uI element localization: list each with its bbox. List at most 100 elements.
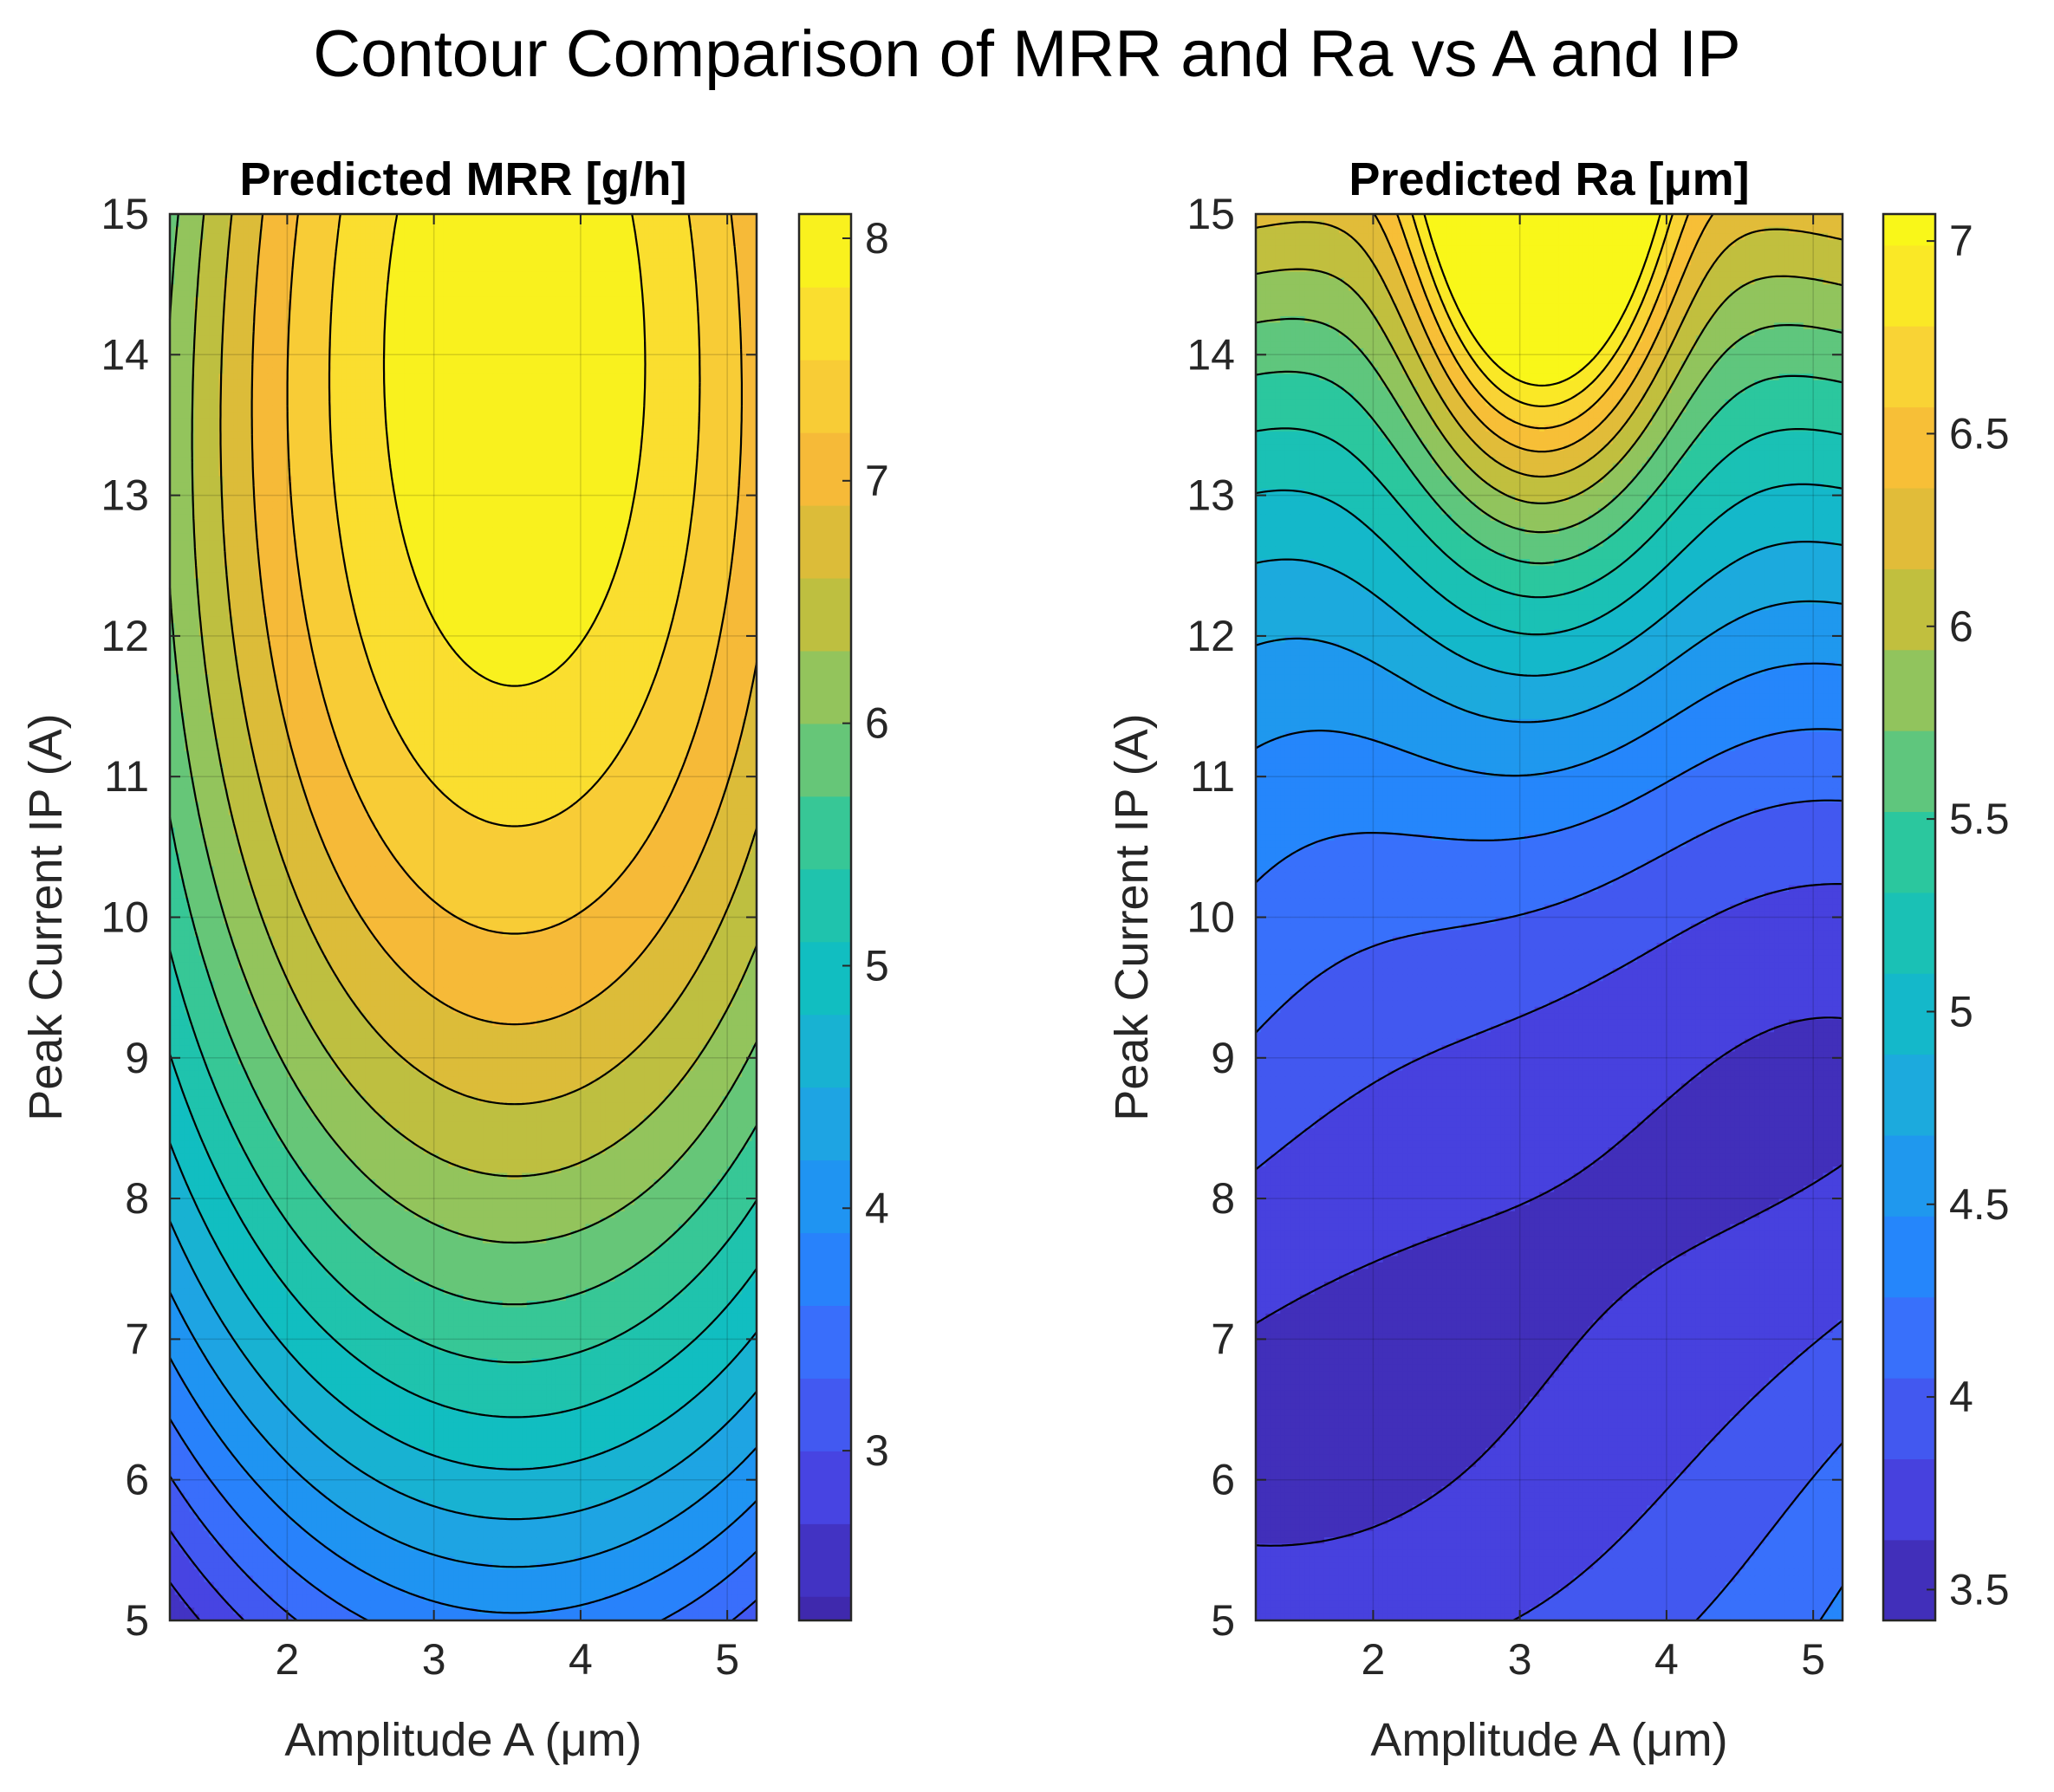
contour-cell [244,220,249,227]
contour-cell [492,233,497,240]
contour-cell [370,227,375,234]
contour-cell [512,220,517,227]
contour-cell [571,220,576,227]
contour-cell [586,227,591,234]
contour-cell [566,233,571,240]
contour-cell [302,220,307,227]
contour-cell [488,240,493,247]
contour-cell [238,233,244,240]
contour-cell [566,227,571,234]
contour-cell [194,227,199,234]
contour-cell [664,240,669,247]
contour-cell [600,233,605,240]
contour-cell [542,233,547,240]
contour-cell [464,227,469,234]
contour-cell [668,227,673,234]
contour-cell [483,220,488,227]
contour-cell [718,227,723,234]
contour-cell [444,233,449,240]
contour-cell [718,233,723,240]
contour-cell [488,220,493,227]
contour-cell [737,233,742,240]
contour-cell [351,233,356,240]
contour-cell [468,220,473,227]
contour-cell [248,220,253,227]
contour-cell [355,233,361,240]
contour-cell [272,233,277,240]
contour-cell [640,240,645,247]
contour-cell [190,240,195,247]
contour-cell [673,233,679,240]
contour-cell [590,240,595,247]
contour-cell [380,227,386,234]
contour-cell [551,220,556,227]
contour-cell [253,220,258,227]
contour-cell [346,220,351,227]
contour-cell [561,233,566,240]
contour-cell [531,233,536,240]
contour-cell [595,227,601,234]
contour-cell [297,227,302,234]
contour-cell [346,227,351,234]
contour-cell [409,240,414,247]
contour-cell [190,220,195,227]
contour-cell [517,227,523,234]
contour-cell [512,227,517,234]
contour-cell [649,227,654,234]
contour-cell [590,227,595,234]
contour-cell [316,233,322,240]
contour-cell [483,240,488,247]
contour-cell [375,233,380,240]
contour-cell [341,227,346,234]
contour-cell [316,240,322,247]
contour-cell [209,220,214,227]
contour-cell [414,227,419,234]
contour-cell [571,227,576,234]
contour-cell [473,227,478,234]
contour-cell [370,220,375,227]
contour-cell [458,227,464,234]
contour-cell [600,227,605,234]
contour-cell [497,220,503,227]
contour-cell [263,233,268,240]
contour-cell [683,233,688,240]
contour-cell [327,233,332,240]
contour-cell [503,233,508,240]
contour-cell [268,227,273,234]
contour-cell [449,227,454,234]
contour-cell [322,220,327,227]
contour-cell [683,220,688,227]
contour-cell [561,240,566,247]
contour-cell [566,240,571,247]
contour-cell [742,220,747,227]
contour-cell [233,233,238,240]
contour-cell [742,233,747,240]
contour-cell [414,220,419,227]
contour-cell [185,240,190,247]
contour-cell [571,240,576,247]
contour-cell [449,220,454,227]
contour-cell [405,227,410,234]
contour-cell [654,240,660,247]
contour-cell [654,233,660,240]
contour-cell [693,220,699,227]
contour-cell [620,233,625,240]
contour-cell [444,240,449,247]
contour-cell [507,220,512,227]
contour-cell [453,240,458,247]
contour-cell [351,240,356,247]
contour-cell [179,240,185,247]
contour-cell [654,220,660,227]
contour-cell [385,227,390,234]
contour-cell [307,240,312,247]
contour-cell [536,233,542,240]
contour-cell [527,240,532,247]
contour-cell [556,220,562,227]
contour-cell [664,227,669,234]
contour-cell [614,240,620,247]
contour-cell [395,233,400,240]
contour-cell [204,220,209,227]
contour-cell [488,227,493,234]
contour-cell [512,233,517,240]
contour-cell [492,220,497,227]
